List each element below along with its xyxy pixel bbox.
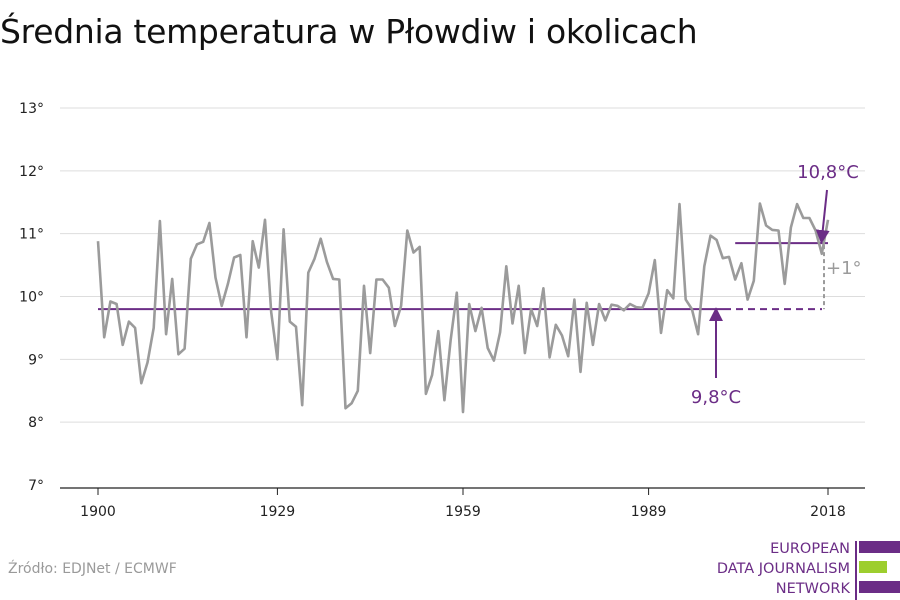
source-note: Źródło: EDJNet / ECMWF	[8, 561, 177, 577]
chart-title: Średnia temperatura w Płowdiw i okolicac…	[0, 12, 698, 51]
recent-arrow	[815, 189, 830, 245]
edjnet-logo-text: EUROPEAN DATA JOURNALISM NETWORK	[717, 539, 850, 599]
x-tick-label-2018: 2018	[810, 504, 846, 520]
baseline-value-label: 9,8°C	[691, 387, 741, 408]
logo-bar-2	[859, 561, 887, 573]
logo-bar-1	[859, 541, 900, 553]
logo-bar-3	[859, 581, 900, 593]
x-tick-label-1900: 1900	[80, 504, 116, 520]
y-tick-label-11: 11°	[19, 227, 44, 243]
difference-label: +1°	[826, 258, 862, 279]
series-layer	[96, 202, 830, 414]
x-tick-label-1929: 1929	[260, 504, 296, 520]
y-tick-label-13: 13°	[19, 101, 44, 117]
y-tick-label-7: 7°	[28, 478, 44, 494]
recent-value-label: 10,8°C	[797, 162, 859, 183]
logo-line-3: NETWORK	[775, 581, 850, 597]
x-tick-label-1989: 1989	[631, 504, 667, 520]
logo-line-1: EUROPEAN	[770, 541, 850, 557]
y-tick-label-8: 8°	[28, 415, 44, 431]
gridlines	[60, 107, 865, 423]
edjnet-logo-mark	[855, 541, 900, 600]
annotations: 9,8°C 10,8°C +1°	[691, 162, 862, 408]
y-tick-label-10: 10°	[19, 290, 44, 306]
x-axis: 1900 1929 1959 1989 2018	[60, 487, 865, 520]
x-tick-label-1959: 1959	[445, 504, 481, 520]
reference-lines	[98, 242, 828, 311]
y-tick-label-9: 9°	[28, 352, 44, 368]
y-axis-labels: 7° 8° 9° 10° 11° 12° 13°	[19, 101, 44, 494]
logo-mark-rule	[855, 541, 857, 600]
logo-line-2: DATA JOURNALISM	[716, 561, 850, 577]
temperature-line	[96, 202, 830, 414]
y-tick-label-12: 12°	[19, 164, 44, 180]
